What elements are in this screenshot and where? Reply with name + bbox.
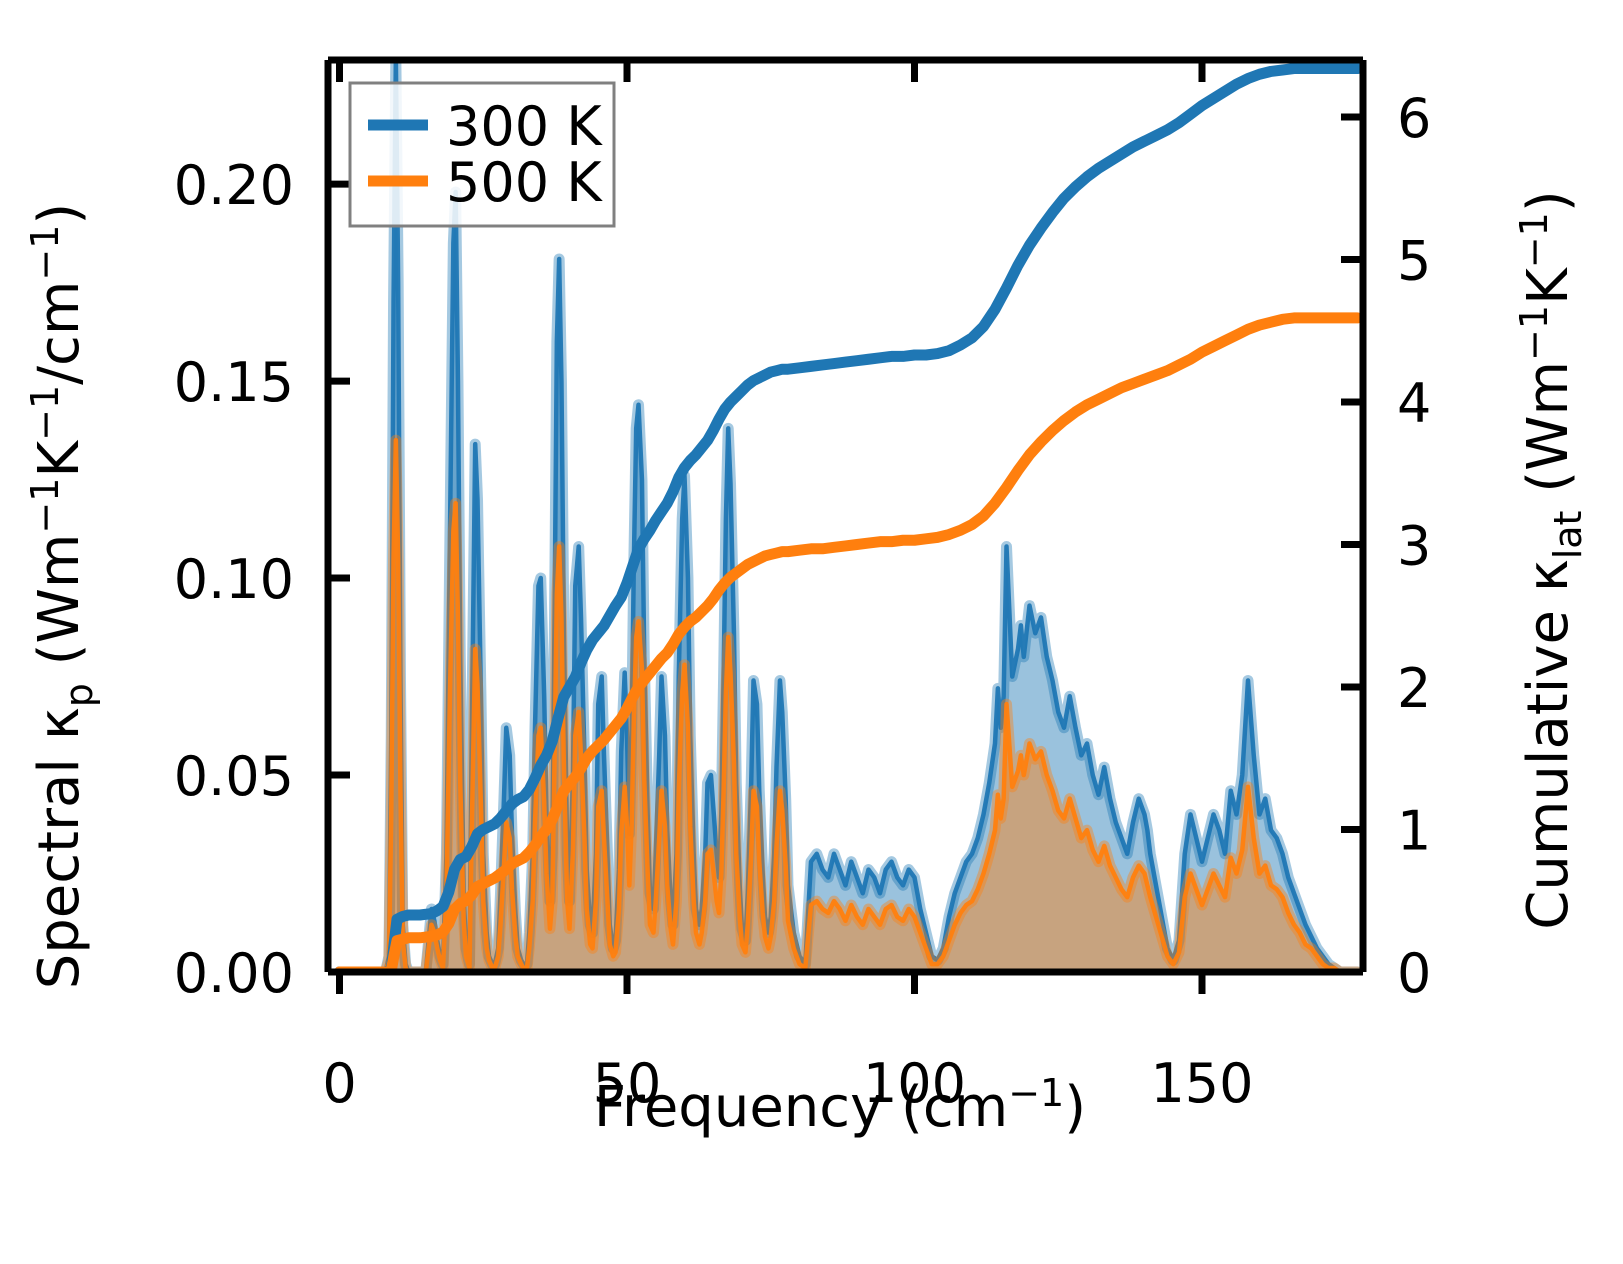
y-left-axis-title: Spectral κp (Wm−1K−1/cm−1) — [23, 203, 101, 990]
x-tick-label: 50 — [593, 1052, 662, 1115]
y-right-tick-label: 3 — [1397, 515, 1431, 578]
x-tick-label: 150 — [1150, 1052, 1253, 1115]
y-right-tick-label: 2 — [1397, 657, 1431, 720]
y-right-tick-label: 1 — [1397, 800, 1431, 863]
legend-item-500-k[interactable]: 500 K — [368, 151, 603, 214]
legend-item-300-k[interactable]: 300 K — [368, 95, 603, 158]
y-right-axis-title: Cumulative κlat (Wm−1K−1) — [1512, 190, 1590, 929]
y-right-tick-label: 5 — [1397, 230, 1431, 293]
axes-frame — [324, 56, 1367, 994]
spectral-area-500k — [339, 440, 1358, 972]
x-tick-label: 0 — [322, 1052, 356, 1115]
legend-box — [348, 81, 616, 228]
spectral-area-300k — [339, 60, 1358, 972]
cumulative-line-300k — [334, 63, 1363, 972]
legend-label: 500 K — [446, 151, 603, 214]
y-right-tick-label: 6 — [1397, 87, 1431, 150]
tick-labels: 0 50 100 150 0.00 0.05 0.10 0.15 0.20 0 1 2 3 4 5 6 — [174, 87, 1432, 1115]
x-tick-label: 100 — [863, 1052, 966, 1115]
plot-area — [334, 60, 1363, 972]
y-left-tick-label: 0.00 — [174, 942, 294, 1005]
svg-text:Frequency (cm−1): Frequency (cm−1) — [594, 1071, 1086, 1140]
legend-label: 300 K — [446, 95, 603, 158]
svg-text:Cumulative κlat (Wm−1K−1): Cumulative κlat (Wm−1K−1) — [1512, 190, 1590, 929]
y-left-tick-label: 0.15 — [174, 351, 294, 414]
y-right-tick-label: 0 — [1397, 942, 1431, 1005]
cumulative-line-500k — [334, 312, 1363, 972]
y-left-tick-label: 0.10 — [174, 548, 294, 611]
y-left-tick-label: 0.20 — [174, 154, 294, 217]
spectral-line-500k — [334, 434, 1363, 972]
y-right-tick-label: 4 — [1397, 372, 1431, 435]
x-axis-title: Frequency (cm−1) — [594, 1071, 1086, 1140]
y-left-tick-label: 0.05 — [174, 745, 294, 808]
svg-text:Spectral κp (Wm−1K−1/cm−1): Spectral κp (Wm−1K−1/cm−1) — [23, 203, 101, 990]
